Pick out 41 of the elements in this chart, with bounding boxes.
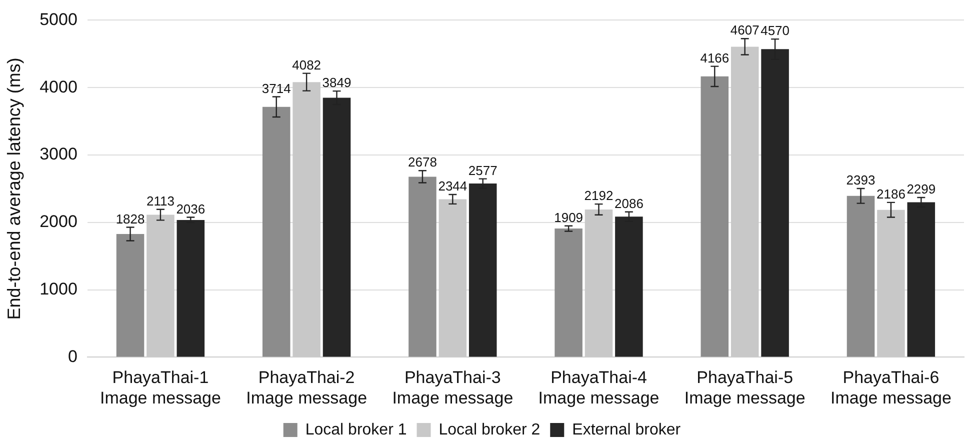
x-tick-label: PhayaThai-2 Image message	[246, 368, 368, 408]
y-tick-label: 0	[68, 346, 78, 366]
y-tick-label: 4000	[40, 77, 78, 96]
data-label: 2186	[876, 186, 906, 202]
data-label: 1828	[116, 211, 145, 226]
data-label: 2299	[906, 182, 936, 197]
data-label: 4166	[700, 50, 730, 66]
data-label: 2086	[614, 196, 644, 211]
data-label: 2678	[408, 154, 437, 170]
bar	[700, 76, 729, 357]
legend-label: External broker	[572, 421, 682, 438]
x-tick-label: PhayaThai-4 Image message	[538, 368, 660, 408]
data-label: 2192	[584, 188, 614, 204]
bar	[554, 228, 582, 357]
x-tick-label: PhayaThai-6 Image message	[830, 368, 952, 408]
data-label: 2577	[468, 162, 498, 178]
x-tick-label: PhayaThai-1 Image message	[100, 368, 221, 408]
bar	[408, 176, 436, 357]
data-label: 2036	[176, 201, 206, 216]
data-label: 4607	[730, 22, 760, 38]
x-tick-label: PhayaThai-5 Image message	[684, 368, 806, 408]
bar	[116, 234, 144, 357]
bar	[846, 196, 875, 357]
data-label: 3714	[262, 80, 291, 96]
y-tick-label: 1000	[40, 279, 78, 298]
x-tick-label: PhayaThai-3 Image message	[392, 368, 514, 408]
data-label: 1909	[554, 210, 584, 225]
y-tick-label: 2000	[40, 212, 78, 232]
data-label: 2393	[846, 172, 876, 188]
y-tick-label: 3000	[40, 144, 78, 164]
y-tick-label: 5000	[40, 10, 78, 29]
data-label: 2344	[438, 178, 468, 194]
bar	[176, 220, 205, 357]
data-label: 4082	[292, 57, 322, 72]
y-axis-title: End-to-end average latency (ms)	[4, 58, 24, 320]
bar	[262, 106, 290, 357]
data-label: 4570	[760, 23, 790, 38]
legend-label: Local broker 1	[305, 421, 407, 438]
data-label: 3849	[322, 75, 352, 90]
legend-label: Local broker 2	[438, 421, 540, 438]
data-label: 2113	[146, 193, 174, 208]
